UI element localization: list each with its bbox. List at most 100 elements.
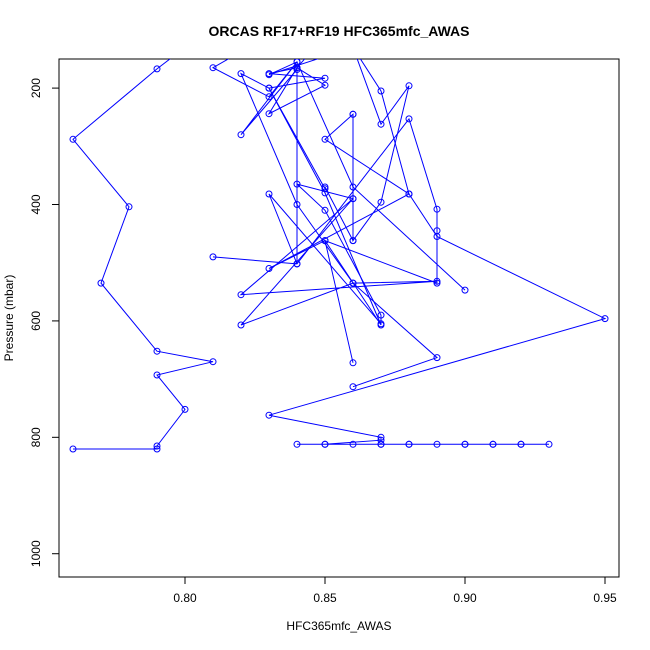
data-point <box>377 120 385 128</box>
series-line <box>212 59 438 326</box>
y-tick-label: 1000 <box>29 540 43 567</box>
data-point <box>153 347 161 355</box>
data-point <box>265 70 273 78</box>
y-tick-label: 600 <box>29 311 43 331</box>
data-point <box>349 359 357 367</box>
data-point <box>321 237 329 245</box>
series-1 <box>69 44 217 453</box>
data-point <box>293 59 301 66</box>
data-point <box>350 44 356 50</box>
data-point <box>545 440 553 448</box>
data-point <box>293 201 301 208</box>
y-tick-label: 200 <box>29 78 43 98</box>
y-axis: 200 400 600 800 1000 <box>29 78 59 567</box>
data-point <box>349 237 357 245</box>
x-axis: 0.80 0.85 0.90 0.95 <box>173 577 617 605</box>
data-point <box>69 445 77 453</box>
chart-title: ORCAS RF17+RF19 HFC365mfc_AWAS <box>208 23 469 39</box>
data-point <box>349 110 357 118</box>
data-point <box>377 198 385 206</box>
data-point <box>461 286 469 294</box>
y-axis-label: Pressure (mbar) <box>2 275 16 362</box>
data-point <box>377 436 385 444</box>
data-point <box>125 203 133 211</box>
series-5 <box>209 59 441 329</box>
series-line <box>268 59 410 363</box>
data-point <box>153 65 161 73</box>
data-point <box>405 190 413 198</box>
data-point <box>377 311 385 319</box>
data-point <box>349 383 357 391</box>
data-point <box>237 291 245 299</box>
series-line <box>239 59 438 388</box>
data-point <box>321 206 329 214</box>
data-point <box>377 440 385 448</box>
y-tick-label: 400 <box>29 194 43 214</box>
data-point <box>321 74 329 82</box>
data-point <box>349 279 357 287</box>
data-point <box>265 84 273 92</box>
data-point <box>209 358 217 366</box>
data-point <box>181 405 189 413</box>
data-point <box>265 110 273 118</box>
series-4 <box>265 44 413 367</box>
series-line <box>239 59 607 445</box>
plot-frame <box>58 58 620 578</box>
data-point <box>153 371 161 379</box>
series-3 <box>237 44 441 391</box>
series-6 <box>209 59 469 294</box>
data-point <box>293 260 301 268</box>
data-point <box>405 82 413 90</box>
data-point <box>321 189 329 197</box>
data-point <box>350 44 356 50</box>
data-point <box>349 440 357 448</box>
data-point <box>377 321 385 329</box>
data-point <box>265 190 273 198</box>
data-point <box>265 265 273 272</box>
data-point <box>209 253 217 261</box>
data-point <box>433 205 441 213</box>
data-point <box>405 440 413 448</box>
data-point <box>182 44 188 50</box>
plot-area <box>58 44 620 578</box>
data-point <box>265 411 273 419</box>
data-point <box>517 440 525 448</box>
series-line <box>211 59 466 291</box>
data-point <box>237 70 245 78</box>
data-point <box>461 440 469 448</box>
x-tick-label: 0.95 <box>593 591 617 605</box>
data-point <box>153 445 161 453</box>
data-point <box>153 442 161 450</box>
series-layer <box>69 44 609 453</box>
data-point <box>433 440 441 448</box>
data-point <box>69 135 77 143</box>
data-point <box>433 279 441 287</box>
data-point <box>237 321 245 329</box>
series-line <box>72 59 214 450</box>
data-point <box>321 135 329 143</box>
data-point <box>433 227 441 235</box>
x-tick-label: 0.85 <box>313 591 337 605</box>
data-point <box>489 440 497 448</box>
data-point <box>293 440 301 448</box>
data-point <box>209 64 217 72</box>
data-point <box>293 180 301 188</box>
data-point <box>433 354 441 362</box>
data-point <box>321 81 329 89</box>
data-point <box>601 315 609 323</box>
data-point <box>350 44 356 50</box>
data-point <box>321 440 329 448</box>
y-tick-label: 800 <box>29 427 43 447</box>
data-point <box>377 87 385 95</box>
data-point <box>349 183 357 191</box>
x-axis-label: HFC365mfc_AWAS <box>286 619 391 633</box>
x-tick-label: 0.80 <box>173 591 197 605</box>
data-point <box>265 93 273 101</box>
data-point <box>97 279 105 287</box>
data-point <box>405 115 413 123</box>
x-tick-label: 0.90 <box>453 591 477 605</box>
data-point <box>237 131 245 139</box>
series-2 <box>237 44 609 448</box>
data-point <box>377 433 385 441</box>
